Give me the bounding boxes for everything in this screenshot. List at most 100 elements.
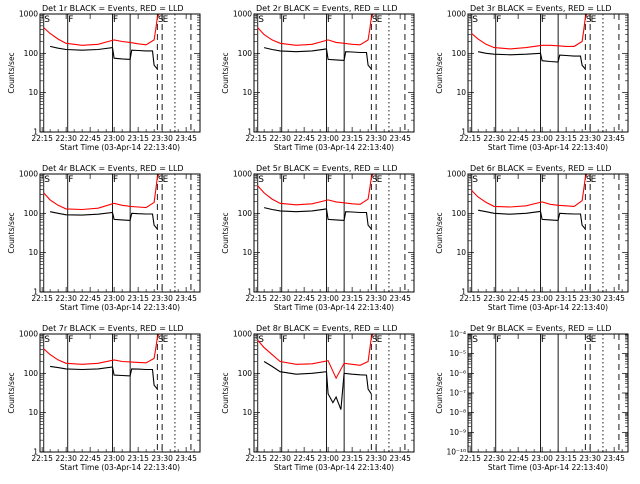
y-axis-label: Counts/sec [7, 212, 16, 253]
x-tick-label: 22:45 [293, 134, 315, 143]
plot-frame [39, 333, 201, 453]
event-label: S [158, 175, 164, 185]
series-group [43, 174, 160, 230]
event-label: S [258, 15, 264, 25]
panel-title: Det 3r BLACK = Events, RED = LLD [470, 4, 612, 13]
y-tick-label: 10 [242, 248, 252, 257]
y-tick-label: 1 [461, 128, 466, 137]
y-axis-label: Counts/sec [221, 212, 230, 253]
y-tick-label: 10⁻¹⁰ [446, 448, 466, 457]
y-axis-label: Counts/sec [7, 372, 16, 413]
y-axis-label: Counts/sec [7, 52, 16, 93]
x-tick-label: 23:30 [151, 134, 173, 143]
plot-frame [39, 13, 201, 133]
x-axis-label: Start Time (03-Apr-14 22:13:40) [274, 463, 394, 472]
x-tick-label: 22:45 [507, 134, 529, 143]
x-tick-label: 23:15 [555, 134, 577, 143]
x-axis-label: Start Time (03-Apr-14 22:13:40) [488, 463, 608, 472]
y-tick-label: 1000 [447, 10, 466, 19]
x-tick-label: 23:45 [389, 454, 411, 463]
x-tick-label: 23:15 [127, 454, 149, 463]
x-tick-label: 22:30 [55, 134, 77, 143]
y-tick-label: 1 [247, 448, 252, 457]
x-tick-label: 22:45 [293, 294, 315, 303]
event-label: S [586, 15, 592, 25]
y-tick-label: 100 [238, 49, 253, 58]
panel-title: Det 6r BLACK = Events, RED = LLD [470, 164, 612, 173]
x-tick-label: 23:45 [389, 134, 411, 143]
x-tick-label: 23:00 [103, 294, 125, 303]
event-label: F [68, 335, 73, 345]
event-label: F [282, 335, 287, 345]
event-label: E [377, 15, 383, 25]
y-tick-label: 10 [456, 248, 466, 257]
event-label: F [496, 175, 501, 185]
y-tick-label: 100 [238, 369, 253, 378]
panel-title: Det 7r BLACK = Events, RED = LLD [42, 324, 184, 333]
x-tick-label: 22:45 [79, 134, 101, 143]
series-line-lld [257, 14, 374, 46]
x-tick-label: 23:00 [531, 134, 553, 143]
x-tick-label: 23:15 [341, 134, 363, 143]
event-label: E [163, 175, 169, 185]
y-tick-label: 10 [242, 408, 252, 417]
x-axis-label: Start Time (03-Apr-14 22:13:40) [60, 143, 180, 152]
series-line-lld [471, 14, 588, 50]
y-tick-label: 10 [28, 88, 38, 97]
event-label: S [372, 335, 378, 345]
panel-det-3r: Det 3r BLACK = Events, RED = LLD 1 10 100 10… [435, 4, 629, 152]
y-tick-label: 10 [28, 408, 38, 417]
series-group [471, 14, 588, 70]
panel-title: Det 2r BLACK = Events, RED = LLD [256, 4, 398, 13]
panel-title: Det 4r BLACK = Events, RED = LLD [42, 164, 184, 173]
panel-det-7r: Det 7r BLACK = Events, RED = LLD 1 10 100 10… [7, 324, 201, 472]
event-label: S [158, 15, 164, 25]
series-group [257, 174, 374, 230]
x-tick-label: 23:15 [127, 134, 149, 143]
y-tick-label: 1000 [19, 330, 38, 339]
x-axis-label: Start Time (03-Apr-14 22:13:40) [488, 143, 608, 152]
event-label: E [377, 175, 383, 185]
x-tick-label: 23:15 [555, 294, 577, 303]
panel-title: Det 9r BLACK = Events, RED = LLD [470, 324, 612, 333]
event-label: F [541, 175, 546, 185]
y-tick-label: 1000 [447, 170, 466, 179]
x-tick-label: 23:15 [341, 454, 363, 463]
x-tick-label: 23:00 [103, 134, 125, 143]
series-line-events [263, 207, 372, 230]
plot-frame [253, 173, 415, 293]
y-tick-label: 10 [28, 248, 38, 257]
x-tick-label: 23:30 [579, 134, 601, 143]
x-tick-label: 22:15 [459, 134, 481, 143]
series-line-lld [471, 174, 588, 208]
y-axis-label: Counts/sec [221, 52, 230, 93]
event-label: F [496, 15, 501, 25]
plot-frame [467, 333, 629, 453]
series-group [471, 174, 588, 230]
event-label: S [372, 175, 378, 185]
x-tick-label: 23:45 [175, 454, 197, 463]
y-tick-label: 1 [33, 448, 38, 457]
x-tick-label: 23:00 [317, 454, 339, 463]
y-tick-label: 1000 [233, 170, 252, 179]
x-tick-label: 22:15 [245, 454, 267, 463]
plot-frame [253, 333, 415, 453]
event-label: F [113, 175, 118, 185]
plot-frame [467, 173, 629, 293]
event-label: F [327, 335, 332, 345]
series-line-lld [257, 174, 374, 206]
event-label: F [68, 175, 73, 185]
x-tick-label: 23:15 [555, 454, 577, 463]
x-axis-label: Start Time (03-Apr-14 22:13:40) [488, 303, 608, 312]
plot-frame [467, 13, 629, 133]
x-axis-label: Start Time (03-Apr-14 22:13:40) [274, 303, 394, 312]
x-axis-label: Start Time (03-Apr-14 22:13:40) [60, 303, 180, 312]
y-tick-label: 100 [452, 49, 467, 58]
x-tick-label: 23:15 [127, 294, 149, 303]
event-label: F [282, 175, 287, 185]
x-tick-label: 22:15 [459, 294, 481, 303]
event-label: E [591, 175, 597, 185]
event-label: F [282, 15, 287, 25]
